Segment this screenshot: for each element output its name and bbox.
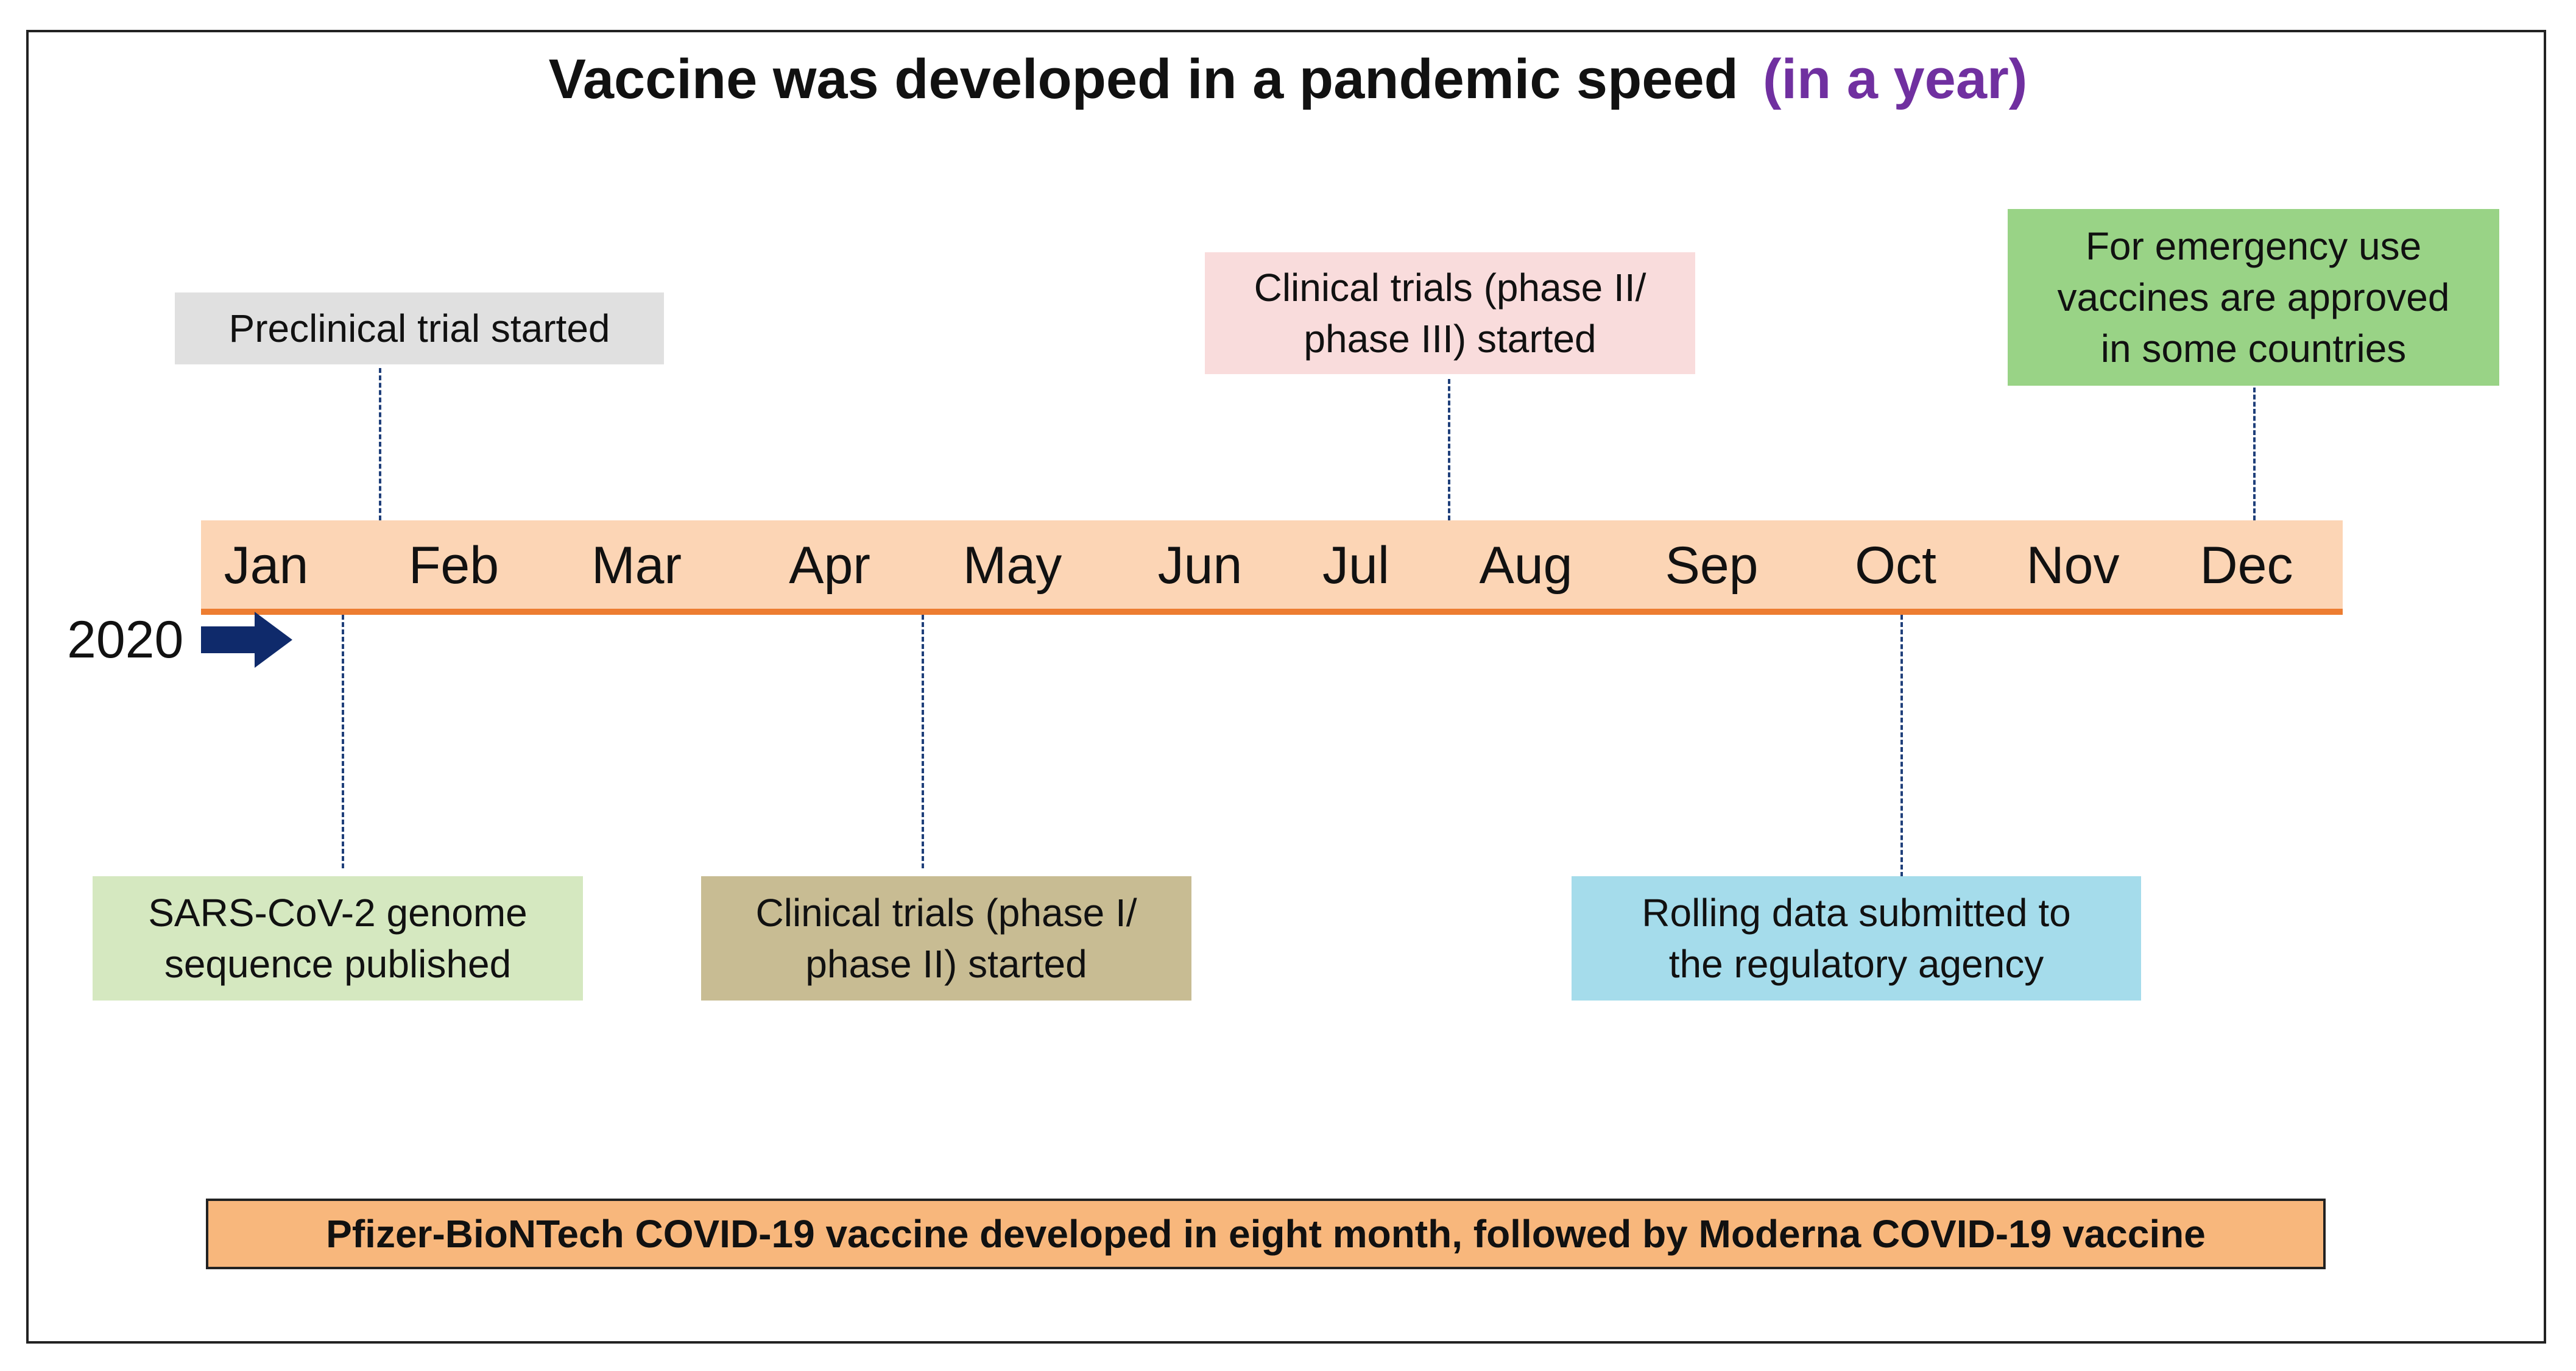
connector-phase1-2 xyxy=(922,615,924,868)
connector-phase2-3 xyxy=(1448,379,1450,520)
connector-rolling-data xyxy=(1900,615,1903,877)
event-preclinical-trial: Preclinical trial started xyxy=(175,292,664,364)
event-rolling-data-submitted: Rolling data submitted to the regulatory… xyxy=(1572,876,2141,1001)
event-text-line: Clinical trials (phase I/ xyxy=(755,891,1137,935)
event-text-line: sequence published xyxy=(164,942,512,986)
connector-emergency-use xyxy=(2253,388,2256,520)
event-text-line: vaccines are approved xyxy=(2057,275,2450,319)
timeline-bar xyxy=(201,520,2343,612)
event-text-line: Clinical trials (phase II/ xyxy=(1254,266,1646,310)
title-main: Vaccine was developed in a pandemic spee… xyxy=(548,48,1738,110)
diagram-title: Vaccine was developed in a pandemic spee… xyxy=(0,48,2576,112)
event-text-line: in some countries xyxy=(2100,327,2407,370)
event-genome-published: SARS-CoV-2 genome sequence published xyxy=(93,876,583,1001)
month-feb: Feb xyxy=(408,536,499,595)
month-oct: Oct xyxy=(1855,536,1936,595)
year-label: 2020 xyxy=(67,611,184,669)
event-text-line: phase II) started xyxy=(805,942,1087,986)
connector-genome xyxy=(342,615,344,868)
event-emergency-use-approval: For emergency use vaccines are approved … xyxy=(2008,209,2499,386)
month-jul: Jul xyxy=(1322,536,1389,595)
right-arrow-icon xyxy=(201,612,292,668)
month-mar: Mar xyxy=(591,536,682,595)
month-aug: Aug xyxy=(1479,536,1573,595)
summary-banner: Pfizer-BioNTech COVID-19 vaccine develop… xyxy=(206,1199,2326,1269)
month-may: May xyxy=(962,536,1062,595)
month-jun: Jun xyxy=(1157,536,1243,595)
month-jan: Jan xyxy=(224,536,309,595)
timeline-axis-line xyxy=(201,609,2343,615)
event-text-line: Preclinical trial started xyxy=(228,306,610,350)
month-nov: Nov xyxy=(2026,536,2120,595)
event-phase1-2-trials: Clinical trials (phase I/ phase II) star… xyxy=(701,876,1191,1001)
month-sep: Sep xyxy=(1665,536,1759,595)
connector-preclinical xyxy=(379,368,381,520)
event-text-line: the regulatory agency xyxy=(1668,942,2044,986)
event-phase2-3-trials: Clinical trials (phase II/ phase III) st… xyxy=(1205,252,1695,374)
title-accent: (in a year) xyxy=(1762,48,2028,110)
summary-text: Pfizer-BioNTech COVID-19 vaccine develop… xyxy=(326,1212,2206,1256)
event-text-line: SARS-CoV-2 genome xyxy=(148,891,528,935)
month-dec: Dec xyxy=(2200,536,2293,595)
event-text-line: Rolling data submitted to xyxy=(1642,891,2071,935)
event-text-line: For emergency use xyxy=(2085,224,2422,268)
month-apr: Apr xyxy=(789,536,870,595)
event-text-line: phase III) started xyxy=(1304,317,1597,361)
